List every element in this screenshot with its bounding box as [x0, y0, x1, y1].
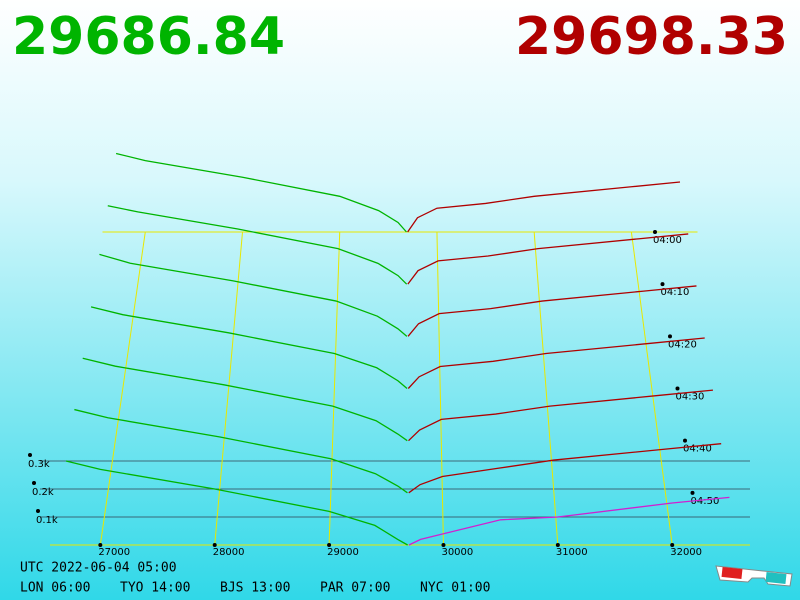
price-tick	[212, 543, 217, 547]
bid-depth-line	[82, 357, 408, 442]
3d-glasses-icon[interactable]	[715, 565, 793, 587]
time-tick-label: 04:50	[691, 496, 720, 507]
bid-depth-line	[74, 408, 408, 494]
price-tick	[670, 543, 675, 547]
depth-tick	[36, 509, 40, 513]
time-tick	[683, 438, 687, 443]
time-tick-label: 04:30	[676, 392, 705, 403]
price-tick	[98, 543, 103, 547]
ask-price: 29698.33	[515, 7, 788, 67]
city-time: TYO 14:00	[120, 581, 190, 596]
city-time: NYC 01:00	[420, 581, 490, 596]
price-tick-label: 30000	[441, 547, 473, 558]
price-grid-line	[630, 231, 673, 546]
ask-depth-line	[407, 285, 697, 337]
bid-depth-line	[115, 152, 407, 233]
time-tick	[690, 490, 695, 495]
ask-depth-line	[408, 443, 722, 494]
bid-depth-line	[65, 460, 408, 546]
price-tick-label: 32000	[670, 547, 702, 558]
price-tick	[441, 543, 446, 547]
price-tick	[327, 543, 332, 547]
price-tick-label: 31000	[556, 547, 588, 558]
price-tick	[555, 543, 560, 547]
city-time: LON 06:00	[20, 581, 90, 596]
time-tick-label: 04:40	[683, 444, 712, 455]
price-grid-line	[328, 231, 341, 546]
time-tick-label: 04:00	[653, 235, 682, 246]
utc-time: UTC 2022-06-04 05:00	[20, 561, 177, 576]
ask-depth-line	[407, 337, 705, 389]
ask-depth-line	[408, 389, 714, 442]
time-tick	[653, 230, 657, 234]
depth-tick-label: 0.2k	[32, 487, 54, 498]
ask-depth-line	[407, 181, 681, 233]
ask-depth-line	[407, 233, 689, 285]
depth-tick-label: 0.1k	[36, 515, 58, 526]
price-grid-line	[436, 231, 444, 546]
bid-depth-line	[90, 306, 408, 389]
city-time: BJS 13:00	[220, 581, 290, 596]
depth-tick	[28, 453, 32, 457]
plot: 0.1k 0.2k 0.3k 27000 28000 29000 30000 31000 320…	[28, 152, 750, 558]
price-grid-line	[533, 231, 559, 546]
price-grid-line	[99, 231, 146, 546]
time-tick	[675, 386, 680, 391]
time-tick-label: 04:20	[668, 339, 697, 350]
price-tick-label: 28000	[213, 547, 245, 558]
price-tick-label: 27000	[98, 547, 130, 558]
depth-tick	[32, 481, 36, 485]
time-tick	[668, 334, 672, 339]
city-time: PAR 07:00	[320, 581, 390, 596]
bid-depth-line	[99, 253, 408, 337]
time-tick	[660, 282, 665, 287]
bid-depth-line	[107, 205, 408, 285]
price-grid-line	[214, 231, 243, 546]
bid-price: 29686.84	[12, 7, 285, 67]
price-tick-label: 29000	[327, 547, 359, 558]
time-tick-label: 04:10	[661, 287, 690, 298]
ask-depth-line	[408, 496, 730, 546]
depth-tick-label: 0.3k	[28, 459, 50, 470]
